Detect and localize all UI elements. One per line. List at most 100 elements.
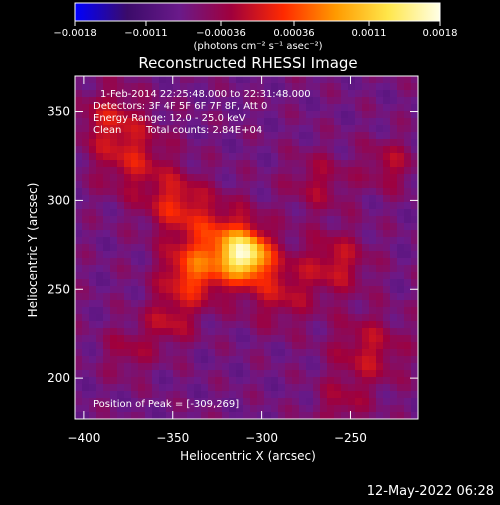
heatmap-cell	[299, 230, 307, 238]
heatmap-cell	[75, 160, 83, 168]
heatmap-cell	[278, 405, 286, 413]
heatmap-cell	[348, 76, 356, 84]
heatmap-cell	[229, 300, 237, 308]
heatmap-cell	[397, 181, 405, 189]
heatmap-cell	[180, 223, 188, 231]
heatmap-cell	[152, 370, 160, 378]
heatmap-cell	[180, 349, 188, 357]
heatmap-cell	[334, 111, 342, 119]
heatmap-cell	[173, 202, 181, 210]
heatmap-cell	[131, 167, 139, 175]
heatmap-cell	[229, 237, 237, 245]
heatmap-cell	[411, 265, 418, 273]
heatmap-cell	[75, 279, 83, 287]
heatmap-cell	[320, 377, 328, 385]
heatmap-cell	[187, 398, 195, 406]
heatmap-cell	[411, 307, 418, 315]
heatmap-cell	[159, 412, 167, 419]
heatmap-cell	[96, 174, 104, 182]
heatmap-cell	[82, 244, 90, 252]
heatmap-cell	[278, 118, 286, 126]
heatmap-cell	[194, 97, 202, 105]
heatmap-cell	[383, 160, 391, 168]
heatmap-cell	[243, 76, 251, 84]
heatmap-cell	[327, 90, 335, 98]
heatmap-cell	[243, 286, 251, 294]
heatmap-cell	[117, 279, 125, 287]
heatmap-cell	[250, 391, 258, 399]
annotation-energy-range: Energy Range: 12.0 - 25.0 keV	[93, 113, 246, 124]
heatmap-cell	[320, 97, 328, 105]
heatmap-cell	[145, 223, 153, 231]
heatmap-cell	[341, 356, 349, 364]
heatmap-cell	[320, 237, 328, 245]
heatmap-cell	[75, 174, 83, 182]
heatmap-cell	[173, 104, 181, 112]
heatmap-cell	[278, 223, 286, 231]
heatmap-cell	[397, 83, 405, 91]
heatmap-cell	[159, 279, 167, 287]
heatmap-cell	[334, 258, 342, 266]
heatmap-cell	[159, 195, 167, 203]
heatmap-cell	[362, 216, 370, 224]
heatmap-cell	[82, 237, 90, 245]
heatmap-cell	[96, 167, 104, 175]
heatmap-cell	[243, 139, 251, 147]
heatmap-cell	[362, 146, 370, 154]
heatmap-cell	[222, 83, 230, 91]
heatmap-cell	[257, 356, 265, 364]
heatmap-cell	[138, 111, 146, 119]
heatmap-cell	[341, 342, 349, 350]
heatmap-cell	[243, 244, 251, 252]
heatmap-cell	[397, 209, 405, 217]
heatmap-cell	[278, 125, 286, 133]
heatmap-cell	[194, 272, 202, 280]
heatmap-cell	[131, 216, 139, 224]
heatmap-cell	[124, 174, 132, 182]
heatmap-cell	[201, 160, 209, 168]
heatmap-cell	[145, 237, 153, 245]
heatmap-cell	[299, 265, 307, 273]
heatmap-cell	[264, 293, 272, 301]
heatmap-cell	[201, 97, 209, 105]
heatmap-cell	[334, 195, 342, 203]
heatmap-cell	[404, 314, 412, 322]
heatmap-cell	[117, 328, 125, 336]
heatmap-cell	[173, 258, 181, 266]
heatmap-cell	[96, 118, 104, 126]
heatmap-cell	[390, 398, 398, 406]
heatmap-cell	[159, 391, 167, 399]
heatmap-cell	[285, 405, 293, 413]
x-tick-label: −400	[67, 431, 100, 445]
heatmap-cell	[355, 202, 363, 210]
heatmap-cell	[362, 363, 370, 371]
heatmap-cell	[369, 377, 377, 385]
heatmap-cell	[257, 90, 265, 98]
heatmap-cell	[313, 342, 321, 350]
heatmap-cell	[341, 286, 349, 294]
heatmap-cell	[110, 405, 118, 413]
heatmap-cell	[82, 118, 90, 126]
heatmap-cell	[222, 153, 230, 161]
heatmap-cell	[362, 258, 370, 266]
heatmap-cell	[320, 195, 328, 203]
heatmap-cell	[369, 370, 377, 378]
heatmap-cell	[96, 370, 104, 378]
heatmap-cell	[397, 202, 405, 210]
heatmap-cell	[131, 265, 139, 273]
heatmap-cell	[131, 125, 139, 133]
heatmap-cell	[341, 216, 349, 224]
heatmap-cell	[222, 321, 230, 329]
heatmap-cell	[222, 111, 230, 119]
heatmap-cell	[243, 118, 251, 126]
heatmap-cell	[264, 174, 272, 182]
heatmap-cell	[173, 188, 181, 196]
heatmap-cell	[383, 223, 391, 231]
heatmap-cell	[397, 272, 405, 280]
heatmap-cell	[138, 83, 146, 91]
heatmap-cell	[201, 314, 209, 322]
heatmap-cell	[152, 188, 160, 196]
heatmap-cell	[103, 181, 111, 189]
heatmap-cell	[131, 405, 139, 413]
heatmap-cell	[320, 132, 328, 140]
